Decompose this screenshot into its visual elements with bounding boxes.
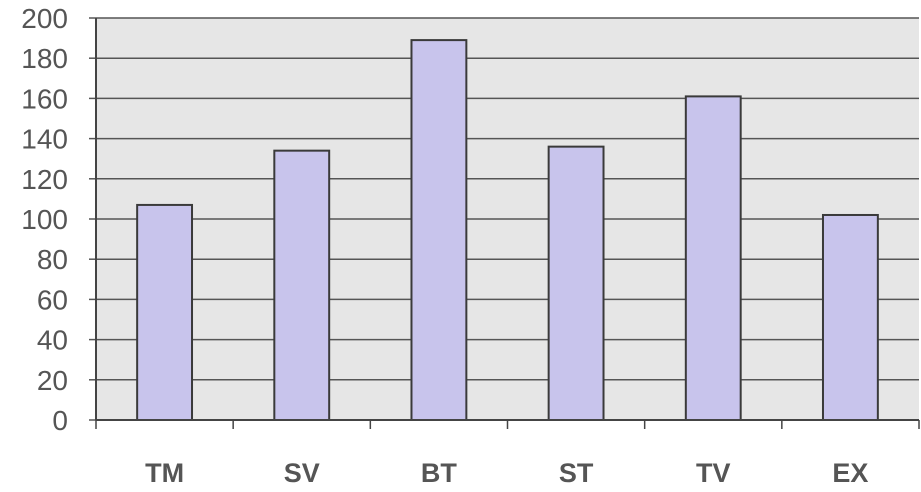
bar xyxy=(684,95,742,421)
y-tick-label: 60 xyxy=(37,284,68,315)
y-tick-label: 40 xyxy=(37,325,68,356)
y-tick-label: 120 xyxy=(21,164,68,195)
gridlines xyxy=(89,17,919,421)
y-tick-label: 80 xyxy=(37,244,68,275)
bars xyxy=(136,39,879,422)
axes xyxy=(95,18,920,429)
x-tick-label: BT xyxy=(421,458,457,488)
bar xyxy=(821,213,879,421)
y-tick-labels: 0 20 40 60 80 100 120 140 160 180 200 xyxy=(21,3,68,436)
y-tick-label: 140 xyxy=(21,124,68,155)
y-tick-label: 20 xyxy=(37,365,68,396)
bar xyxy=(136,203,194,421)
y-tick-label: 180 xyxy=(21,43,68,74)
y-tick-label: 200 xyxy=(21,3,68,34)
bar xyxy=(547,145,605,421)
x-tick-label: ST xyxy=(559,458,594,488)
x-tick-label: TM xyxy=(145,458,184,488)
y-tick-label: 100 xyxy=(21,204,68,235)
x-tick-label: EX xyxy=(832,458,868,488)
bar xyxy=(410,39,468,422)
x-tick-label: SV xyxy=(284,458,320,488)
y-tick-label: 160 xyxy=(21,83,68,114)
x-tick-labels: TM SV BT ST TV EX xyxy=(145,458,868,488)
x-tick-label: TV xyxy=(696,458,731,488)
bar xyxy=(273,149,331,421)
y-tick-label: 0 xyxy=(52,405,68,436)
